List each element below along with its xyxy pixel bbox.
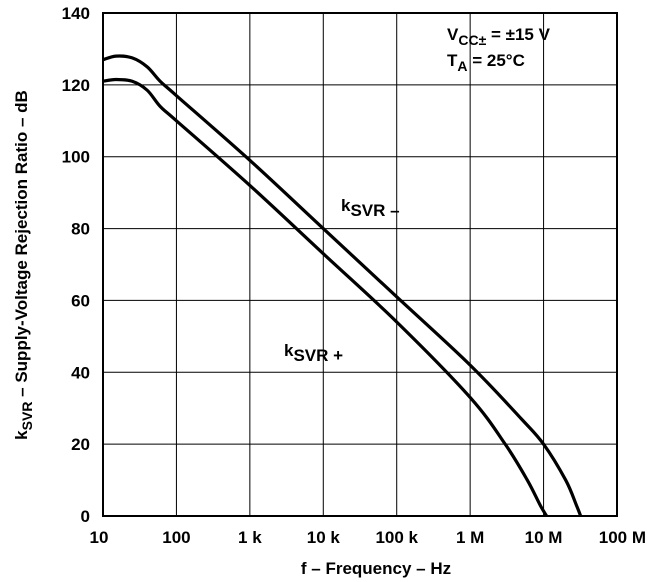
- series-label-ksvr-minus: kSVR –: [341, 196, 400, 220]
- series-label-ksvr-plus-sub: SVR +: [293, 346, 343, 365]
- x-tick-label: 10 M: [525, 528, 563, 547]
- x-tick-label: 100 k: [375, 528, 418, 547]
- series-label-ksvr-plus-pre: k: [284, 341, 294, 360]
- series-label-ksvr-minus-pre: k: [341, 196, 351, 215]
- x-tick-label: 1 M: [456, 528, 484, 547]
- y-tick-label: 20: [71, 435, 90, 454]
- y-tick-label: 0: [81, 507, 90, 526]
- plot-frame: [102, 12, 618, 517]
- y-tick-label: 120: [62, 76, 90, 95]
- series-label-ksvr-plus: kSVR +: [284, 341, 343, 365]
- x-tick-label: 10 k: [307, 528, 341, 547]
- y-tick-label: 140: [62, 4, 90, 23]
- series-lines: [102, 54, 583, 517]
- y-axis-label-sub: SVR: [19, 402, 35, 431]
- series-line-ksvr-plus: [102, 77, 548, 517]
- annotation-supply-post: = ±15 V: [486, 25, 550, 44]
- y-axis-label-post: – Supply-Voltage Rejection Ratio – dB: [12, 90, 31, 401]
- x-tick-labels: 10 100 1 k 10 k 100 k 1 M 10 M 100 M: [90, 528, 646, 547]
- annotation-temperature-sub: A: [457, 58, 467, 74]
- y-axis-label-pre: k: [12, 430, 31, 440]
- x-tick-label: 1 k: [238, 528, 262, 547]
- x-tick-label: 10: [90, 528, 109, 547]
- y-tick-labels: 0 20 40 60 80 100 120 140: [62, 4, 90, 526]
- y-axis-label: kSVR – Supply-Voltage Rejection Ratio – …: [12, 90, 35, 440]
- y-tick-label: 80: [71, 220, 90, 239]
- annotation-temperature-pre: T: [447, 51, 458, 70]
- x-axis-label: f – Frequency – Hz: [301, 559, 451, 578]
- x-tick-label: 100 M: [599, 528, 646, 547]
- annotation-supply-pre: V: [447, 25, 459, 44]
- series-line-ksvr-minus: [102, 54, 583, 517]
- annotation-supply-sub: CC±: [458, 32, 486, 48]
- y-tick-label: 100: [62, 148, 90, 167]
- y-tick-label: 60: [71, 291, 90, 310]
- annotation-temperature: TA = 25°C: [447, 51, 525, 74]
- y-tick-label: 40: [71, 363, 90, 382]
- x-tick-label: 100: [162, 528, 190, 547]
- annotation-supply: VCC± = ±15 V: [447, 25, 551, 48]
- series-label-ksvr-minus-sub: SVR –: [350, 201, 399, 220]
- annotation-temperature-post: = 25°C: [468, 51, 525, 70]
- grid: [102, 12, 618, 517]
